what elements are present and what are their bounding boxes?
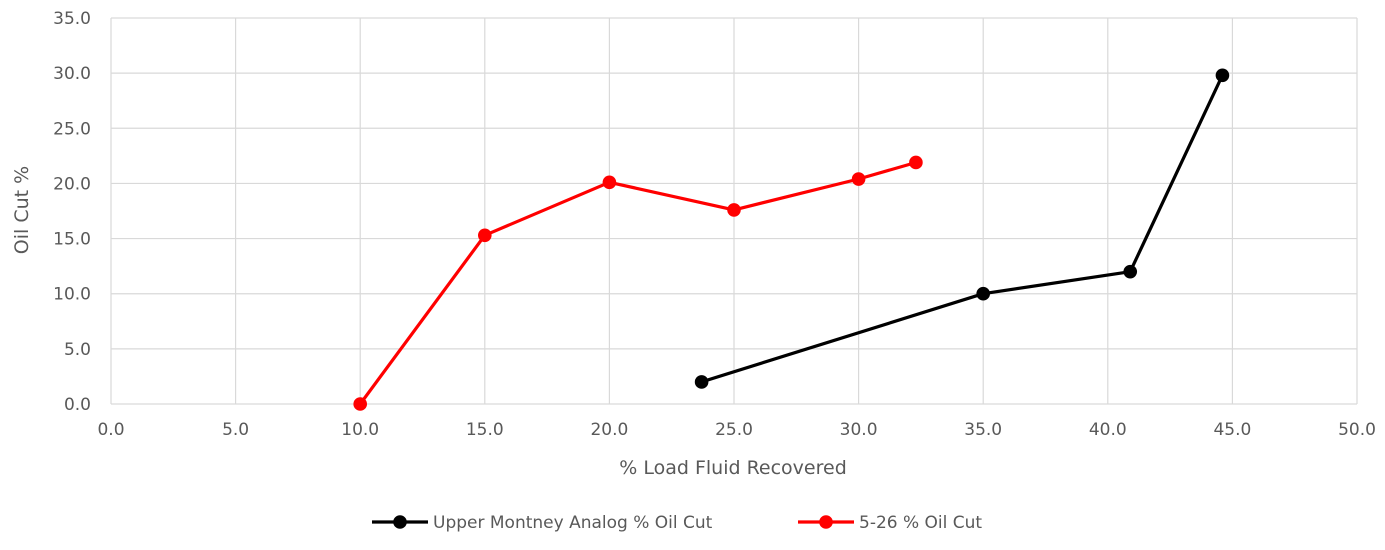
- y-tick-label: 25.0: [53, 119, 91, 139]
- data-point: [727, 203, 741, 217]
- x-tick-label: 20.0: [590, 420, 628, 440]
- y-tick-label: 0.0: [64, 395, 91, 415]
- series-line: [358, 160, 917, 405]
- data-point: [851, 172, 866, 186]
- x-tick-label: 35.0: [964, 420, 1002, 440]
- y-tick-label: 35.0: [53, 9, 91, 29]
- x-tick-label: 45.0: [1213, 420, 1251, 440]
- x-tick-label: 40.0: [1089, 420, 1127, 440]
- data-point: [1123, 264, 1138, 279]
- data-point: [478, 228, 492, 243]
- legend: Upper Montney Analog % Oil Cut 5-26 % Oil…: [372, 513, 982, 533]
- y-tick-label: 5.0: [64, 340, 91, 360]
- x-tick-label: 5.0: [222, 420, 249, 440]
- legend-label: Upper Montney Analog % Oil Cut: [433, 513, 713, 533]
- series-layer: [353, 68, 1230, 411]
- x-tick-label: 25.0: [715, 420, 753, 440]
- x-axis-title: % Load Fluid Recovered: [619, 457, 847, 479]
- data-point: [602, 175, 617, 190]
- y-tick-label: 20.0: [53, 174, 91, 194]
- y-axis-title: Oil Cut %: [11, 166, 33, 254]
- data-point: [1215, 68, 1230, 83]
- data-point: [353, 397, 368, 411]
- x-tick-label: 0.0: [97, 420, 124, 440]
- legend-marker: [393, 515, 407, 529]
- y-tick-label: 10.0: [53, 285, 91, 305]
- legend-label: 5-26 % Oil Cut: [859, 513, 982, 533]
- grid: [110, 17, 1358, 405]
- x-tick-label: 50.0: [1338, 420, 1376, 440]
- x-tick-label: 15.0: [466, 420, 504, 440]
- data-point: [976, 286, 990, 301]
- data-point: [909, 155, 923, 170]
- x-tick-label: 10.0: [341, 420, 379, 440]
- x-tick-label: 30.0: [840, 420, 878, 440]
- y-tick-label: 30.0: [53, 64, 91, 84]
- legend-marker: [819, 515, 833, 529]
- data-point: [694, 375, 709, 389]
- series-line: [701, 74, 1224, 384]
- y-tick-label: 15.0: [53, 230, 91, 250]
- tick-labels: 0.0 5.0 10.0 15.0 20.0 25.0 30.0 35.0 40.0 45.0 50…: [53, 9, 1376, 440]
